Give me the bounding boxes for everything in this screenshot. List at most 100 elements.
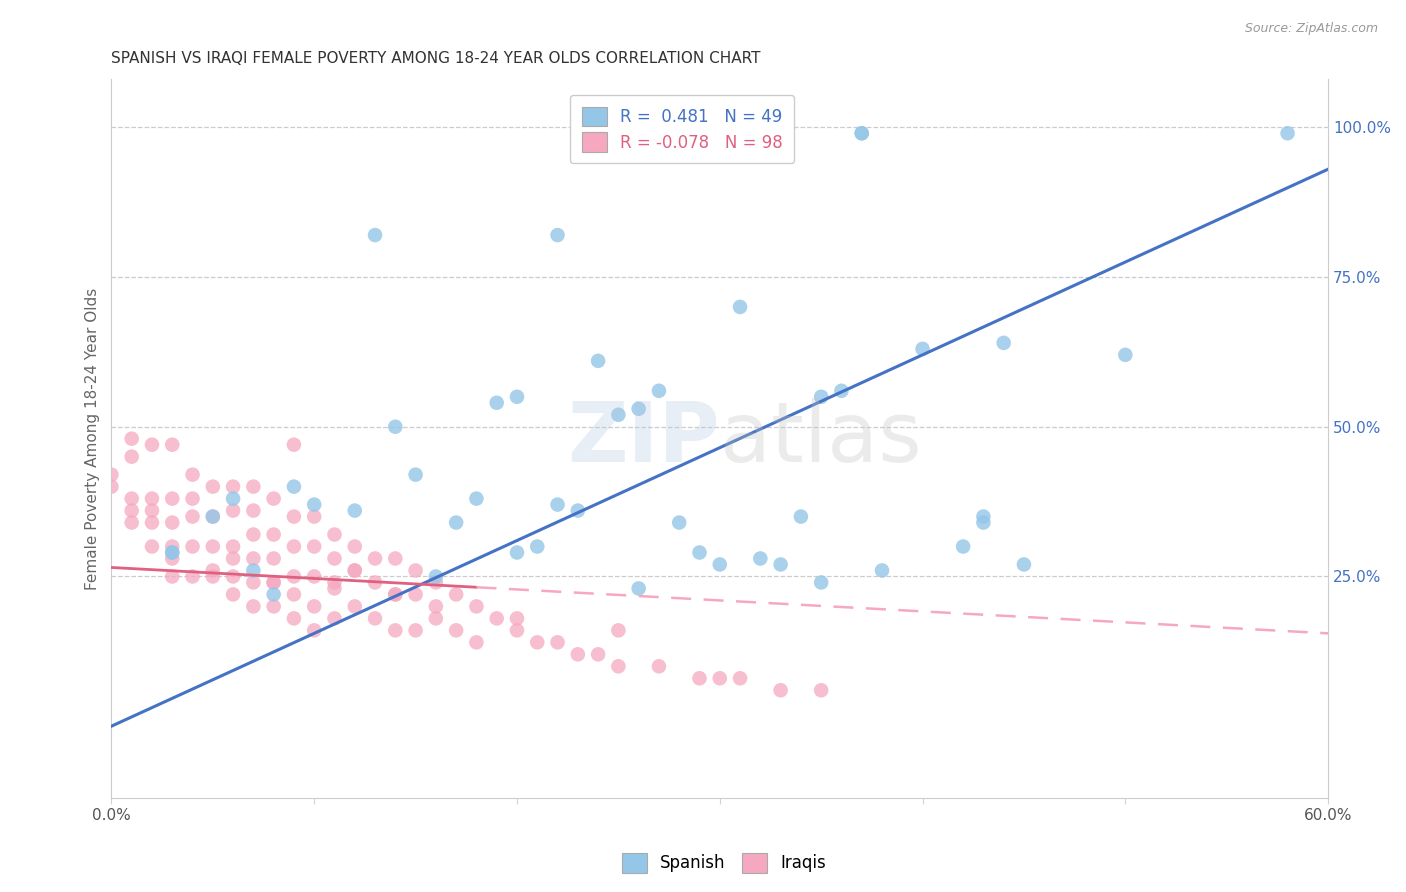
Point — [444, 624, 467, 638]
Point — [283, 540, 305, 554]
Point — [201, 480, 224, 494]
Point — [121, 432, 143, 446]
Point — [506, 624, 529, 638]
Point — [911, 342, 934, 356]
Point — [222, 587, 245, 601]
Point — [810, 390, 832, 404]
Point — [465, 635, 488, 649]
Point — [586, 354, 609, 368]
Point — [1012, 558, 1035, 572]
Point — [547, 228, 569, 243]
Point — [162, 545, 184, 559]
Point — [263, 587, 285, 601]
Point — [242, 503, 264, 517]
Point — [728, 671, 751, 685]
Point — [851, 126, 873, 140]
Point — [222, 480, 245, 494]
Point — [141, 491, 163, 506]
Point — [425, 575, 447, 590]
Point — [181, 540, 204, 554]
Point — [425, 569, 447, 583]
Point — [263, 575, 285, 590]
Text: Source: ZipAtlas.com: Source: ZipAtlas.com — [1244, 22, 1378, 36]
Point — [162, 491, 184, 506]
Point — [384, 624, 406, 638]
Point — [851, 126, 873, 140]
Point — [283, 569, 305, 583]
Point — [181, 491, 204, 506]
Point — [547, 635, 569, 649]
Point — [263, 575, 285, 590]
Point — [648, 659, 671, 673]
Point — [405, 624, 427, 638]
Point — [242, 564, 264, 578]
Point — [283, 438, 305, 452]
Point — [567, 503, 589, 517]
Point — [100, 480, 122, 494]
Point — [181, 569, 204, 583]
Point — [810, 575, 832, 590]
Point — [790, 509, 813, 524]
Point — [242, 599, 264, 614]
Point — [526, 540, 548, 554]
Point — [121, 450, 143, 464]
Point — [749, 551, 772, 566]
Point — [100, 467, 122, 482]
Point — [993, 335, 1015, 350]
Point — [181, 467, 204, 482]
Point — [222, 540, 245, 554]
Point — [242, 551, 264, 566]
Point — [343, 540, 366, 554]
Point — [302, 498, 325, 512]
Point — [405, 467, 427, 482]
Point — [222, 551, 245, 566]
Point — [162, 540, 184, 554]
Point — [263, 599, 285, 614]
Point — [465, 599, 488, 614]
Point — [302, 599, 325, 614]
Point — [201, 509, 224, 524]
Point — [405, 564, 427, 578]
Point — [769, 558, 792, 572]
Point — [526, 635, 548, 649]
Legend: R =  0.481   N = 49, R = -0.078   N = 98: R = 0.481 N = 49, R = -0.078 N = 98 — [569, 95, 794, 163]
Point — [384, 587, 406, 601]
Point — [1114, 348, 1136, 362]
Point — [323, 527, 346, 541]
Text: SPANISH VS IRAQI FEMALE POVERTY AMONG 18-24 YEAR OLDS CORRELATION CHART: SPANISH VS IRAQI FEMALE POVERTY AMONG 18… — [111, 51, 761, 66]
Point — [870, 564, 893, 578]
Point — [242, 575, 264, 590]
Point — [547, 498, 569, 512]
Point — [141, 516, 163, 530]
Point — [323, 551, 346, 566]
Point — [121, 491, 143, 506]
Y-axis label: Female Poverty Among 18-24 Year Olds: Female Poverty Among 18-24 Year Olds — [86, 287, 100, 590]
Point — [627, 582, 650, 596]
Point — [444, 587, 467, 601]
Point — [364, 551, 387, 566]
Point — [444, 516, 467, 530]
Point — [222, 503, 245, 517]
Text: ZIP: ZIP — [567, 398, 720, 479]
Point — [162, 438, 184, 452]
Point — [384, 419, 406, 434]
Point — [343, 564, 366, 578]
Point — [162, 569, 184, 583]
Point — [506, 611, 529, 625]
Point — [263, 551, 285, 566]
Point — [263, 491, 285, 506]
Point — [668, 516, 690, 530]
Point — [201, 540, 224, 554]
Point — [405, 587, 427, 601]
Point — [384, 587, 406, 601]
Point — [141, 540, 163, 554]
Point — [810, 683, 832, 698]
Point — [162, 551, 184, 566]
Point — [506, 390, 529, 404]
Legend: Spanish, Iraqis: Spanish, Iraqis — [616, 847, 832, 880]
Point — [485, 396, 508, 410]
Point — [952, 540, 974, 554]
Point — [485, 611, 508, 625]
Point — [343, 599, 366, 614]
Point — [201, 569, 224, 583]
